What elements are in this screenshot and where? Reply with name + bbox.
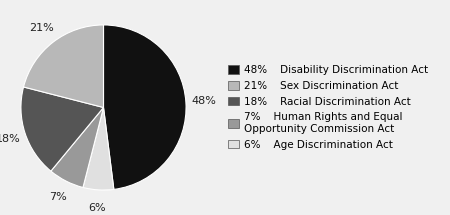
Wedge shape [51, 108, 104, 187]
Wedge shape [21, 87, 104, 171]
Text: 6%: 6% [88, 203, 106, 213]
Wedge shape [104, 25, 186, 189]
Text: 7%: 7% [49, 192, 67, 202]
Text: 48%: 48% [192, 96, 216, 106]
Wedge shape [83, 108, 114, 190]
Wedge shape [23, 25, 104, 108]
Text: 18%: 18% [0, 134, 20, 144]
Legend: 48%    Disability Discrimination Act, 21%    Sex Discrimination Act, 18%    Raci: 48% Disability Discrimination Act, 21% S… [229, 65, 428, 150]
Text: 21%: 21% [29, 23, 54, 33]
